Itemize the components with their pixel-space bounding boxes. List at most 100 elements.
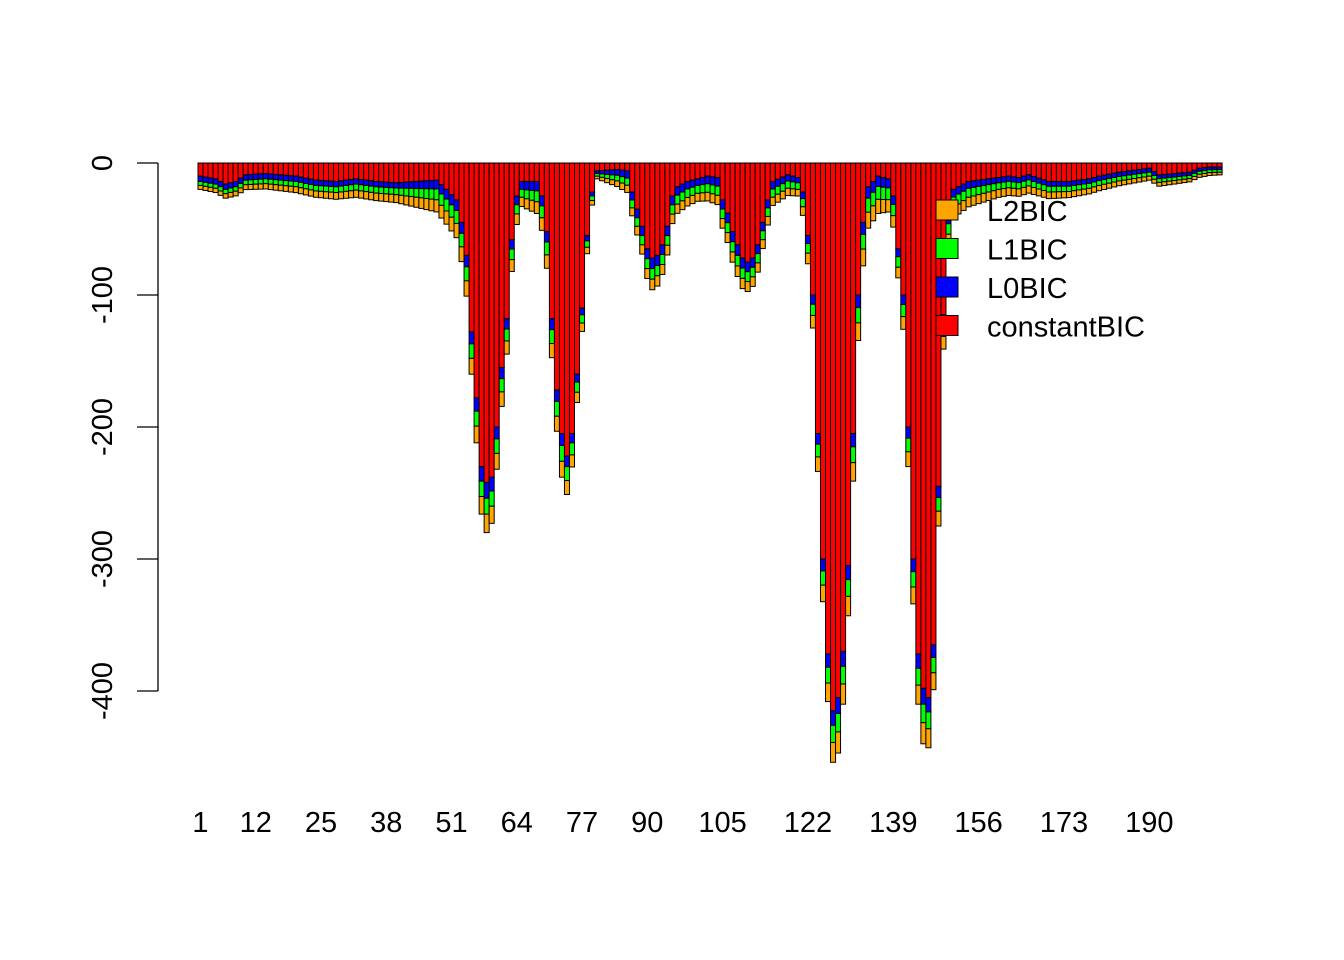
bar-L1BIC-19 (287, 180, 294, 187)
bar-L0BIC-161 (1000, 176, 1007, 183)
bar-L1BIC-178 (1086, 182, 1093, 189)
bar-L0BIC-180 (1096, 175, 1103, 182)
bar-L1BIC-37 (378, 186, 385, 194)
legend-label: constantBIC (987, 312, 1145, 344)
bar-L1BIC-67 (528, 189, 535, 201)
bar-L1BIC-39 (388, 187, 395, 195)
bar-constantBIC-7 (227, 162, 234, 184)
bar-constantBIC-153 (960, 162, 967, 185)
bar-L0BIC-3 (207, 177, 214, 184)
bar-L2BIC-22 (302, 188, 309, 196)
bar-L2BIC-52 (453, 222, 460, 239)
bar-constantBIC-161 (1000, 162, 1007, 178)
bar-L2BIC-162 (1005, 187, 1012, 196)
bar-L0BIC-58 (483, 481, 490, 499)
bar-L0BIC-59 (488, 476, 495, 492)
bar-constantBIC-91 (649, 162, 656, 259)
bar-L0BIC-10 (242, 174, 249, 181)
bar-constantBIC-37 (378, 162, 385, 183)
x-tick-label: 51 (435, 807, 467, 839)
bar-L1BIC-62 (503, 328, 510, 342)
bar-L2BIC-59 (488, 505, 495, 524)
bar-L2BIC-86 (624, 184, 631, 193)
bar-L1BIC-10 (242, 179, 249, 186)
bar-L1BIC-98 (684, 188, 691, 198)
bar-constantBIC-142 (905, 162, 912, 428)
bar-L1BIC-65 (518, 188, 525, 198)
bar-constantBIC-54 (463, 162, 470, 256)
bar-L0BIC-34 (363, 179, 370, 186)
bar-L1BIC-75 (568, 442, 575, 456)
bar-L0BIC-194 (1166, 173, 1173, 179)
bar-L0BIC-35 (368, 180, 375, 187)
bar-L2BIC-124 (814, 456, 821, 472)
bar-constantBIC-10 (242, 162, 249, 176)
bar-L2BIC-101 (699, 192, 706, 202)
bar-L2BIC-26 (323, 191, 330, 199)
bar-L0BIC-136 (875, 175, 882, 187)
bar-constantBIC-125 (819, 162, 826, 560)
bar-L2BIC-130 (845, 595, 852, 617)
bar-L2BIC-24 (312, 190, 319, 198)
bar-L0BIC-91 (649, 257, 656, 270)
bar-L0BIC-94 (664, 225, 671, 237)
bar-L0BIC-177 (1081, 179, 1088, 185)
bar-L2BIC-72 (553, 415, 560, 432)
bar-L2BIC-201 (1201, 172, 1208, 177)
bar-constantBIC-134 (865, 162, 872, 188)
bar-constantBIC-162 (1005, 162, 1012, 177)
bar-L1BIC-164 (1015, 182, 1022, 190)
bar-L0BIC-173 (1060, 180, 1067, 187)
bar-constantBIC-49 (438, 162, 445, 186)
bar-L2BIC-185 (1121, 179, 1128, 186)
bar-L2BIC-14 (262, 183, 269, 190)
bar-L0BIC-125 (819, 558, 826, 572)
x-tick-label: 156 (954, 807, 1002, 839)
bar-L1BIC-177 (1081, 183, 1088, 190)
bar-constantBIC-48 (433, 162, 440, 181)
bar-constantBIC-96 (674, 162, 681, 188)
y-tick-label: -200 (87, 398, 119, 456)
bar-L2BIC-132 (855, 322, 862, 341)
bar-constantBIC-146 (925, 162, 932, 699)
bar-L2BIC-146 (925, 728, 932, 749)
bar-L1BIC-3 (207, 182, 214, 188)
bar-constantBIC-43 (408, 162, 415, 183)
bar-L2BIC-176 (1076, 189, 1083, 197)
bar-L0BIC-25 (317, 179, 325, 187)
bar-L1BIC-125 (819, 570, 826, 586)
bar-constantBIC-155 (970, 162, 977, 182)
bar-L0BIC-127 (830, 710, 837, 726)
bar-constantBIC-201 (1201, 162, 1208, 169)
bar-L0BIC-102 (704, 175, 711, 185)
bar-constantBIC-117 (779, 162, 786, 178)
bar-L2BIC-6 (222, 193, 229, 199)
bar-L1BIC-58 (483, 497, 490, 515)
bar-L0BIC-43 (408, 181, 415, 189)
bar-L2BIC-133 (860, 248, 867, 267)
bar-constantBIC-204 (1216, 162, 1223, 168)
bar-constantBIC-14 (262, 162, 269, 175)
bar-constantBIC-107 (729, 162, 736, 233)
x-tick-label: 38 (370, 807, 402, 839)
bar-L2BIC-131 (850, 462, 857, 482)
bar-L1BIC-77 (579, 314, 586, 324)
y-axis: 0 -100 -200 -300 -400 (87, 155, 159, 720)
bar-L2BIC-7 (227, 191, 234, 198)
bar-L0BIC-188 (1136, 169, 1143, 175)
bar-constantBIC-35 (368, 162, 375, 182)
bar-L0BIC-67 (528, 180, 535, 191)
bar-constantBIC-59 (488, 162, 495, 478)
bar-L1BIC-57 (478, 480, 485, 498)
bar-L1BIC-107 (729, 241, 736, 253)
bar-L0BIC-38 (383, 181, 390, 188)
bar-L0BIC-187 (1131, 169, 1138, 175)
bar-constantBIC-62 (503, 162, 510, 320)
bar-L2BIC-67 (528, 199, 535, 212)
bar-L1BIC-41 (398, 187, 405, 196)
bar-L0BIC-112 (754, 244, 761, 255)
bar-L0BIC-26 (323, 180, 330, 187)
bar-constantBIC-28 (333, 162, 340, 182)
bar-constantBIC-100 (694, 162, 701, 180)
bar-constantBIC-31 (348, 162, 355, 180)
